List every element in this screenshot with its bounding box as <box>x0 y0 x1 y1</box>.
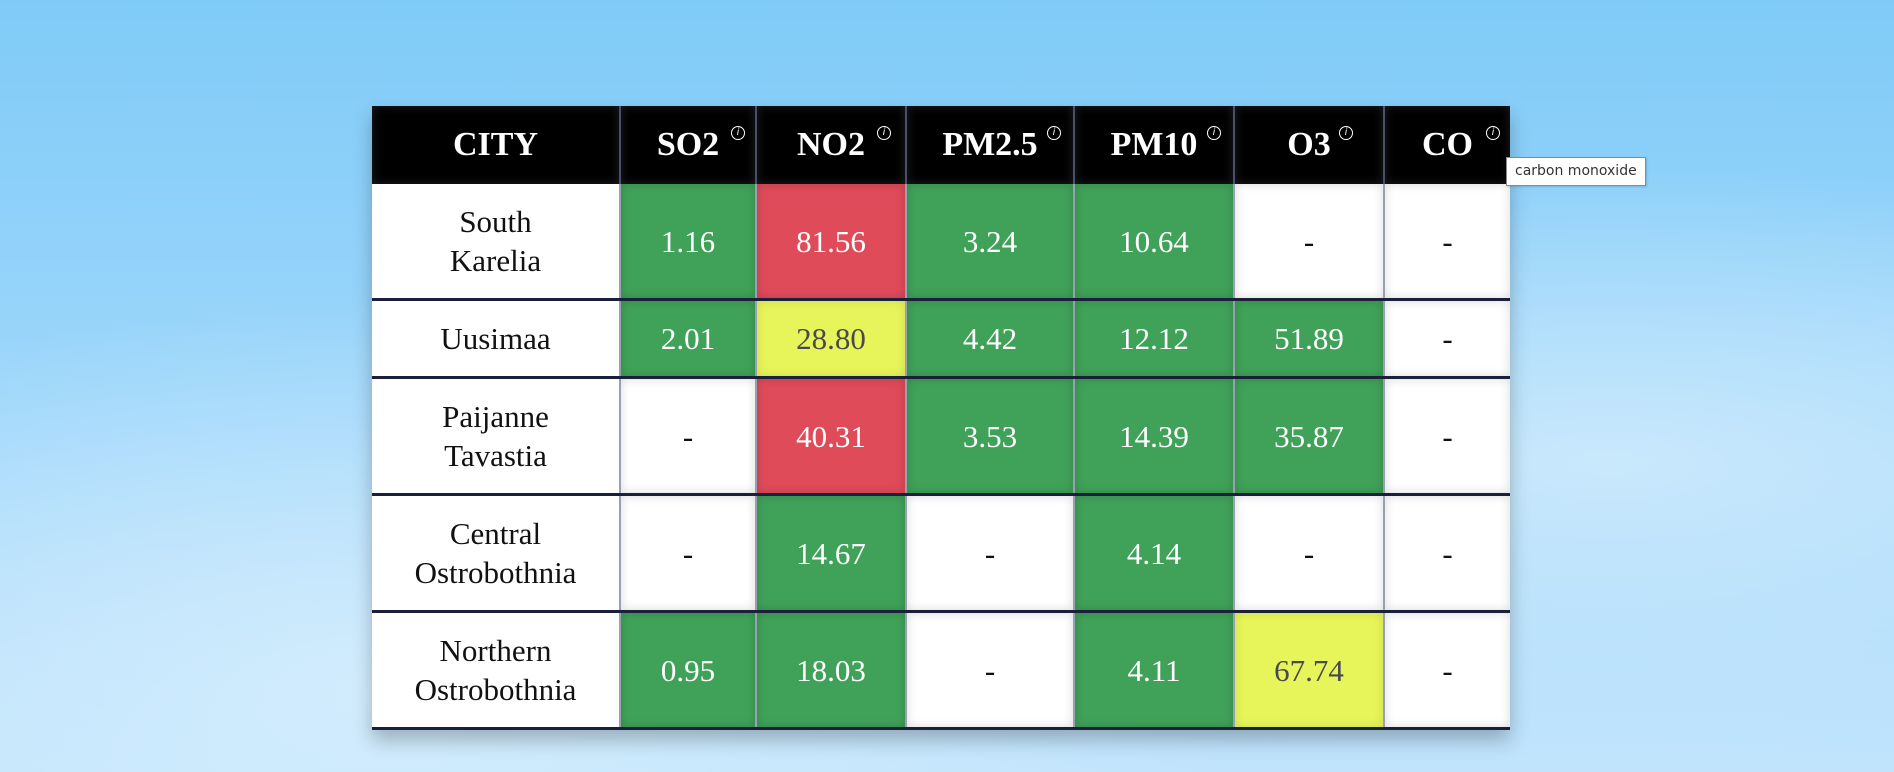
value-cell: 35.87 <box>1234 377 1385 496</box>
value-cell: 14.67 <box>756 494 907 613</box>
value-cell: 2.01 <box>620 299 757 379</box>
header-so2: SO2 i <box>620 106 757 184</box>
value-cell: 67.74 <box>1234 611 1385 730</box>
city-cell: Paijanne Tavastia <box>372 377 621 496</box>
table-row: Northern Ostrobothnia 0.95 18.03 - 4.11 6… <box>372 611 1510 730</box>
value-cell: 4.42 <box>906 299 1075 379</box>
city-cell: Uusimaa <box>372 299 621 379</box>
value-cell: 14.39 <box>1074 377 1235 496</box>
air-quality-table: CITY SO2 i NO2 i PM2.5 i PM10 i O3 i CO i Sout… <box>372 106 1510 730</box>
table-row: Paijanne Tavastia - 40.31 3.53 14.39 35.8… <box>372 377 1510 496</box>
header-o3: O3 i <box>1234 106 1385 184</box>
header-no2: NO2 i <box>756 106 907 184</box>
info-icon[interactable]: i <box>731 126 745 140</box>
header-city: CITY <box>372 106 621 184</box>
table-body: South Karelia 1.16 81.56 3.24 10.64 - - U… <box>372 184 1510 730</box>
value-cell: 0.95 <box>620 611 757 730</box>
value-cell: - <box>620 494 757 613</box>
tooltip: carbon monoxide <box>1506 157 1646 186</box>
info-icon[interactable]: i <box>1207 126 1221 140</box>
value-cell: - <box>1384 494 1510 613</box>
table-row: South Karelia 1.16 81.56 3.24 10.64 - - <box>372 184 1510 301</box>
info-icon[interactable]: i <box>877 126 891 140</box>
header-no2-label: NO2 <box>797 126 865 163</box>
info-icon[interactable]: i <box>1047 126 1061 140</box>
value-cell: 81.56 <box>756 184 907 301</box>
header-pm10: PM10 i <box>1074 106 1235 184</box>
value-cell: 51.89 <box>1234 299 1385 379</box>
value-cell: 3.24 <box>906 184 1075 301</box>
table-header-row: CITY SO2 i NO2 i PM2.5 i PM10 i O3 i CO i <box>372 106 1510 184</box>
header-pm25-label: PM2.5 <box>942 126 1038 163</box>
value-cell: 28.80 <box>756 299 907 379</box>
header-co-label: CO <box>1422 126 1473 163</box>
city-cell: Northern Ostrobothnia <box>372 611 621 730</box>
value-cell: 1.16 <box>620 184 757 301</box>
value-cell: 3.53 <box>906 377 1075 496</box>
table-row: Central Ostrobothnia - 14.67 - 4.14 - - <box>372 494 1510 613</box>
info-icon[interactable]: i <box>1486 126 1500 140</box>
value-cell: - <box>620 377 757 496</box>
value-cell: - <box>906 494 1075 613</box>
header-city-label: CITY <box>452 126 539 163</box>
header-co: CO i <box>1384 106 1510 184</box>
value-cell: - <box>1384 299 1510 379</box>
table-row: Uusimaa 2.01 28.80 4.42 12.12 51.89 - <box>372 299 1510 379</box>
value-cell: 40.31 <box>756 377 907 496</box>
header-o3-label: O3 <box>1287 126 1331 163</box>
value-cell: - <box>1384 184 1510 301</box>
city-cell: Central Ostrobothnia <box>372 494 621 613</box>
header-so2-label: SO2 <box>656 126 720 163</box>
value-cell: 18.03 <box>756 611 907 730</box>
value-cell: 10.64 <box>1074 184 1235 301</box>
air-quality-table-container: CITY SO2 i NO2 i PM2.5 i PM10 i O3 i CO i Sout… <box>372 106 1510 730</box>
value-cell: 4.11 <box>1074 611 1235 730</box>
header-pm25: PM2.5 i <box>906 106 1075 184</box>
value-cell: - <box>1234 494 1385 613</box>
city-cell: South Karelia <box>372 184 621 301</box>
value-cell: 12.12 <box>1074 299 1235 379</box>
value-cell: 4.14 <box>1074 494 1235 613</box>
value-cell: - <box>1234 184 1385 301</box>
value-cell: - <box>906 611 1075 730</box>
header-pm10-label: PM10 <box>1110 126 1198 163</box>
value-cell: - <box>1384 377 1510 496</box>
value-cell: - <box>1384 611 1510 730</box>
info-icon[interactable]: i <box>1339 126 1353 140</box>
